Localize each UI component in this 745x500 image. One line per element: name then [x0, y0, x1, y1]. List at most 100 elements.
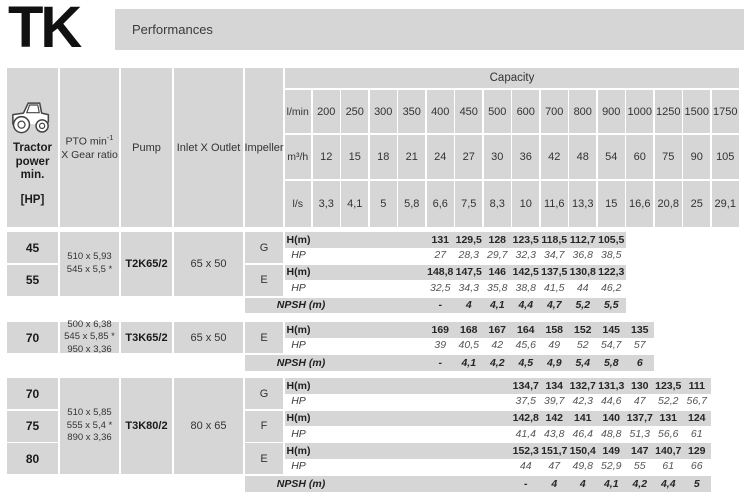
head-value: 152 — [573, 323, 592, 336]
power-value: 52,9 — [601, 460, 622, 473]
power-value: 54,7 — [601, 339, 622, 352]
header-tractor-power: Tractor power min. [HP] — [7, 68, 58, 227]
npsh-row-band — [245, 355, 654, 371]
head-value: 141 — [573, 412, 592, 425]
capacity-value-cell: 8,3 — [483, 181, 511, 227]
head-value: 164 — [516, 323, 535, 336]
impeller-letter-cell: G — [245, 378, 283, 409]
capacity-value-cell: 250 — [341, 90, 369, 133]
head-row-band — [285, 410, 711, 426]
capacity-value-cell: 1250 — [654, 90, 682, 133]
tractor-hp-cell: 70 — [7, 322, 58, 353]
head-value: 123,5 — [655, 379, 682, 392]
capacity-value-cell: 105 — [711, 135, 739, 179]
head-value: 123,5 — [512, 233, 539, 246]
power-row-label: HP — [291, 460, 306, 473]
pump-model-cell: T2K65/2 — [121, 232, 172, 296]
npsh-value: 4,4 — [660, 477, 676, 490]
head-row-label: H(m) — [286, 266, 311, 279]
npsh-value: 6 — [636, 356, 643, 369]
npsh-value: 4 — [551, 477, 558, 490]
head-value: 149 — [602, 444, 621, 457]
power-row-label: HP — [291, 249, 306, 262]
header-pto-gear-ratio: PTO min-1 X Gear ratio — [60, 68, 119, 227]
impeller-letter-cell: E — [245, 322, 283, 353]
head-value: 142 — [545, 412, 564, 425]
head-row-label: H(m) — [286, 412, 311, 425]
head-value: 130,8 — [569, 266, 596, 279]
power-value: 61 — [662, 460, 675, 473]
power-value: 46,2 — [601, 281, 622, 294]
npsh-row-label: NPSH (m) — [276, 477, 326, 490]
power-value: 28,3 — [458, 249, 479, 262]
power-value: 38,8 — [515, 281, 536, 294]
power-value: 35,8 — [487, 281, 508, 294]
tractor-hp-cell: 75 — [7, 410, 58, 442]
power-row-label: HP — [291, 427, 306, 440]
power-value: 66 — [690, 460, 703, 473]
capacity-value-cell: 4,1 — [341, 181, 369, 227]
capacity-value-cell: 18 — [369, 135, 397, 179]
capacity-value-cell: 1500 — [683, 90, 711, 133]
npsh-value: - — [438, 356, 443, 369]
npsh-value: 5,4 — [575, 356, 591, 369]
npsh-value: 5,8 — [603, 356, 619, 369]
npsh-row-label: NPSH (m) — [276, 356, 326, 369]
capacity-value-cell: 36 — [512, 135, 540, 179]
capacity-value-cell: 15 — [597, 181, 625, 227]
power-row-band — [285, 458, 711, 474]
npsh-value: 4,5 — [518, 356, 534, 369]
npsh-value: 5,2 — [575, 299, 591, 312]
capacity-value-cell: 13,3 — [569, 181, 597, 227]
pto-ratio-line: 545 x 5,85 * — [64, 331, 115, 343]
power-value: 36,8 — [572, 249, 593, 262]
head-value: 130 — [630, 379, 649, 392]
tractor-hp-cell: 70 — [7, 378, 58, 409]
head-value: 137,5 — [541, 266, 568, 279]
inlet-outlet-cell: 65 x 50 — [174, 232, 243, 296]
head-row-label: H(m) — [286, 323, 311, 336]
capacity-unit-label: m³/h — [285, 135, 311, 179]
power-value: 29,7 — [487, 249, 508, 262]
head-row-label: H(m) — [286, 233, 311, 246]
head-value: 151,7 — [541, 444, 568, 457]
power-row-band — [285, 337, 654, 353]
capacity-value-cell: 7,5 — [455, 181, 483, 227]
capacity-value-cell: 42 — [540, 135, 568, 179]
capacity-value-cell: 27 — [455, 135, 483, 179]
pto-ratio-cell: 510 x 5,85 555 x 5,4 * 890 x 3,36 — [60, 378, 119, 474]
npsh-row-label: NPSH (m) — [276, 299, 326, 312]
capacity-value-cell: 350 — [398, 90, 426, 133]
impeller-letter-cell: E — [245, 443, 283, 474]
header-pump: Pump — [121, 68, 172, 227]
head-row-label: H(m) — [286, 379, 311, 392]
power-value: 27 — [434, 249, 447, 262]
impeller-letter-cell: G — [245, 232, 283, 263]
tractor-hp-cell: 80 — [7, 443, 58, 474]
power-row-band — [285, 247, 626, 263]
header-tractor-label: Tractor power min. — [13, 142, 52, 182]
npsh-value: 4,1 — [603, 477, 619, 490]
capacity-value-cell: 450 — [455, 90, 483, 133]
head-value: 134 — [545, 379, 564, 392]
header-inlet-outlet: Inlet X Outlet — [174, 68, 243, 227]
inlet-outlet-cell: 80 x 65 — [174, 378, 243, 474]
power-value: 39,7 — [544, 395, 565, 408]
capacity-value-cell: 24 — [426, 135, 454, 179]
npsh-value: 4,4 — [518, 299, 534, 312]
power-value: 48,8 — [601, 427, 622, 440]
head-value: 146 — [488, 266, 507, 279]
power-value: 44 — [576, 281, 589, 294]
head-value: 142,5 — [512, 266, 539, 279]
power-value: 49,8 — [572, 460, 593, 473]
page-title: TK — [8, 0, 82, 60]
head-value: 128 — [488, 233, 507, 246]
npsh-value: 4,7 — [546, 299, 562, 312]
capacity-value-cell: 1000 — [626, 90, 654, 133]
power-value: 45,6 — [515, 339, 536, 352]
head-value: 118,5 — [541, 233, 568, 246]
head-row-label: H(m) — [286, 444, 311, 457]
power-value: 40,5 — [458, 339, 479, 352]
power-value: 34,3 — [458, 281, 479, 294]
head-value: 129,5 — [455, 233, 482, 246]
